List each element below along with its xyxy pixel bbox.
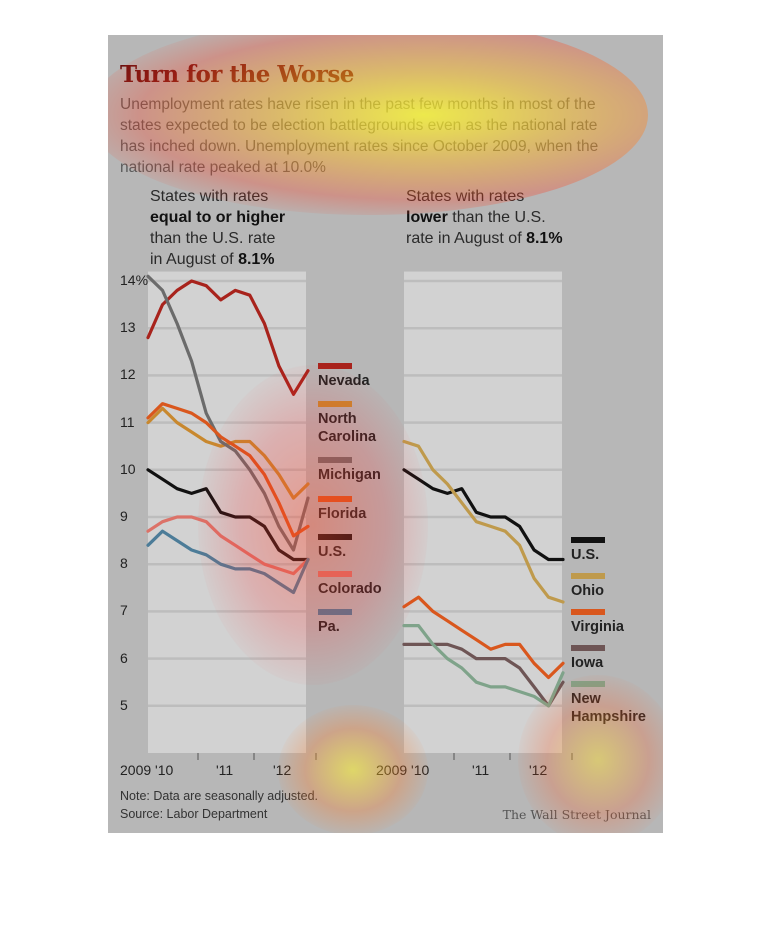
y-tick-label: 12: [120, 366, 136, 383]
left-panel-title-line2: equal to or higher: [150, 209, 286, 226]
left-panel-title-line4: in August of: [150, 251, 239, 268]
right-panel-title-value: 8.1%: [526, 230, 563, 247]
series-label: Iowa: [571, 655, 604, 671]
legend-swatch: [571, 609, 605, 615]
y-tick-label: 9: [120, 508, 128, 524]
series-line-ohio: [402, 439, 565, 604]
left-panel-title-value: 8.1%: [238, 251, 275, 268]
legend-swatch: [318, 401, 352, 407]
series-label: Michigan: [318, 467, 381, 483]
series-label: U.S.: [571, 547, 600, 563]
series-line-virginia: [402, 595, 565, 680]
series-line-michigan: [146, 274, 310, 552]
series-label: Colorado: [318, 581, 382, 597]
series-label: Ohio: [571, 583, 605, 599]
y-tick-label: 8: [120, 555, 128, 572]
x-tick-label: 2009 '10: [376, 762, 430, 778]
left-panel-title: States with rates equal to or higher tha…: [150, 186, 285, 270]
chart-title: Turn for the Worse: [120, 61, 354, 88]
series-label: Virginia: [571, 619, 624, 635]
chart-figure: Turn for the Worse Unemployment rates ha…: [108, 35, 663, 833]
x-tick-label: 2009 '10: [120, 762, 174, 778]
source-line: Source: Labor Department: [120, 807, 268, 821]
legend-swatch: [571, 645, 605, 651]
right-panel-title-line2: than the U.S.: [447, 209, 546, 226]
series-line-colorado: [146, 515, 310, 576]
series-line-u-s-: [146, 468, 310, 562]
legend-swatch: [318, 571, 352, 577]
legend-swatch: [571, 573, 605, 579]
y-tick-label: 11: [120, 413, 135, 430]
plot-area-right: [404, 271, 562, 753]
x-tick-label: '12: [529, 762, 548, 778]
y-tick-label: 13: [120, 319, 136, 336]
legend-swatch: [571, 681, 605, 687]
right-panel-title-line3: rate in August of: [406, 230, 527, 247]
series-label: New Hampshire: [571, 691, 646, 725]
y-tick-label: 5: [120, 696, 128, 713]
series-line-u-s-: [402, 468, 565, 562]
legend-swatch: [318, 609, 352, 615]
series-label: Florida: [318, 506, 367, 522]
series-line-iowa: [402, 642, 565, 708]
publisher-credit: The Wall Street Journal: [502, 807, 651, 822]
series-label: North Carolina: [318, 411, 377, 445]
y-tick-label: 6: [120, 649, 128, 666]
right-panel-title-emphasis: lower: [406, 209, 448, 226]
legend-swatch: [571, 537, 605, 543]
series-line-north-carolina: [146, 406, 310, 500]
chart-subtitle: Unemployment rates have risen in the pas…: [120, 96, 599, 176]
legend-swatch: [318, 457, 352, 463]
left-panel-title-line1: States with rates: [150, 188, 269, 205]
series-line-nevada: [146, 279, 310, 396]
series-line-florida: [146, 402, 310, 538]
footnote: Note: Data are seasonally adjusted.: [120, 789, 319, 803]
legend-swatch: [318, 363, 352, 369]
series-label: Pa.: [318, 619, 340, 635]
x-tick-label: '12: [273, 762, 292, 778]
plot-area-left: [148, 271, 306, 753]
x-tick-label: '11: [472, 762, 490, 778]
legend-swatch: [318, 496, 352, 502]
series-line-pa-: [146, 529, 310, 595]
y-tick-label: 7: [120, 602, 128, 619]
legend-swatch: [318, 534, 352, 540]
y-tick-label: 14%: [120, 272, 149, 288]
series-label: U.S.: [318, 544, 347, 560]
series-line-new-hampshire: [402, 623, 565, 708]
left-panel-title-line3: than the U.S. rate: [150, 230, 276, 247]
x-tick-label: '11: [216, 762, 234, 778]
series-label: Nevada: [318, 373, 370, 389]
y-tick-label: 10: [120, 460, 136, 477]
right-panel-title-line1: States with rates: [406, 188, 525, 205]
chart-canvas: [146, 271, 573, 760]
right-panel-title: States with rates lower than the U.S. ra…: [406, 186, 563, 249]
